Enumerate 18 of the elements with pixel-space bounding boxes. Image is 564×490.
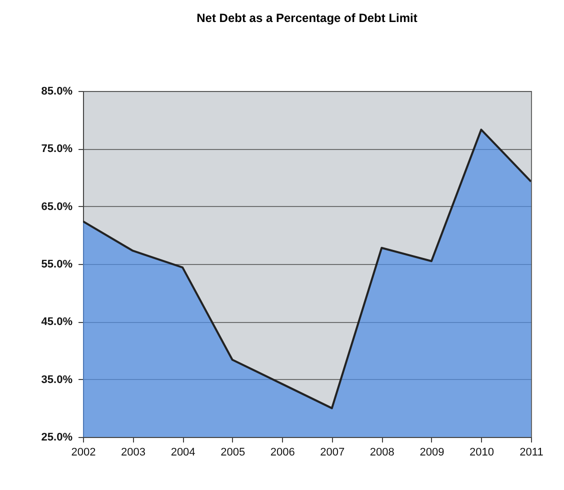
y-tick-label: 45.0%: [41, 316, 73, 328]
x-tick-label: 2010: [469, 446, 494, 458]
x-tick-label: 2003: [121, 446, 146, 458]
x-tick-label: 2004: [170, 446, 196, 458]
y-tick-label: 35.0%: [41, 374, 73, 386]
y-tick-label: 85.0%: [41, 86, 73, 98]
x-tick-label: 2011: [520, 446, 544, 458]
y-tick-label: 65.0%: [41, 200, 73, 213]
chart-title: Net Debt as a Percentage of Debt Limit: [196, 11, 418, 25]
x-tick-label: 2009: [420, 446, 444, 458]
x-tick-label: 2007: [320, 446, 345, 458]
x-tick-label: 2002: [71, 446, 96, 458]
x-tick-label: 2005: [220, 446, 246, 458]
y-tick-label: 25.0%: [41, 432, 73, 444]
x-tick-label: 2008: [370, 446, 394, 458]
y-tick-label: 55.0%: [41, 258, 73, 270]
y-tick-label: 75.0%: [41, 143, 73, 156]
x-tick-label: 2006: [270, 446, 295, 458]
